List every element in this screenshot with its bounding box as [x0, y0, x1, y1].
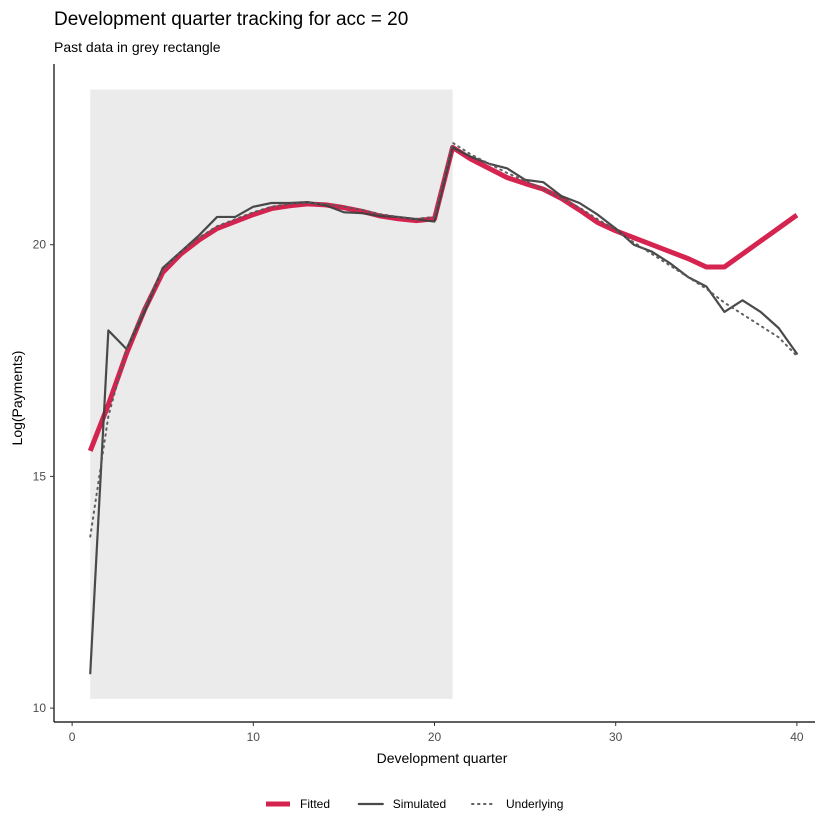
y-tick-label: 15	[33, 469, 47, 483]
series-layer	[87, 141, 799, 675]
x-axis-title: Development quarter	[377, 750, 508, 766]
x-axis-ticks: 0 10 20 30 40	[69, 722, 804, 744]
legend-item-fitted: Fitted	[266, 797, 330, 811]
x-tick-label: 20	[428, 730, 442, 744]
plot-area	[87, 89, 799, 699]
chart-subtitle: Past data in grey rectangle	[54, 39, 221, 55]
chart-title: Development quarter tracking for acc = 2…	[54, 9, 408, 30]
legend-label-fitted: Fitted	[300, 797, 330, 811]
series-line-underlying	[89, 141, 798, 538]
x-tick-label: 0	[69, 730, 76, 744]
legend: Fitted Simulated Underlying	[266, 797, 563, 811]
x-tick-label: 40	[790, 730, 804, 744]
legend-item-simulated: Simulated	[357, 797, 446, 811]
y-tick-label: 20	[33, 238, 47, 252]
legend-label-underlying: Underlying	[506, 797, 563, 811]
x-tick-label: 10	[247, 730, 261, 744]
y-axis-ticks: 10 15 20	[33, 238, 54, 715]
legend-label-simulated: Simulated	[393, 797, 446, 811]
legend-item-underlying: Underlying	[471, 797, 563, 811]
x-tick-label: 30	[609, 730, 623, 744]
y-axis-title: Log(Payments)	[9, 351, 25, 446]
past-data-rectangle	[90, 89, 453, 699]
y-tick-label: 10	[33, 701, 47, 715]
